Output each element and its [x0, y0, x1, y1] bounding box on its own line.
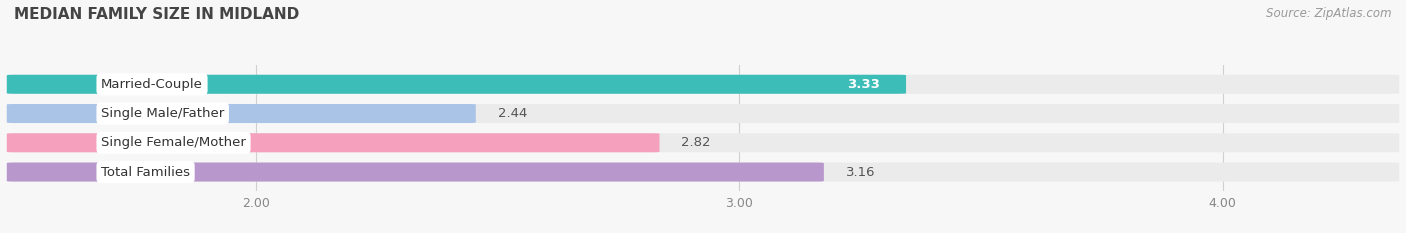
Text: Single Male/Father: Single Male/Father [101, 107, 225, 120]
FancyBboxPatch shape [7, 163, 824, 182]
FancyBboxPatch shape [7, 133, 1399, 152]
FancyBboxPatch shape [7, 104, 475, 123]
Text: MEDIAN FAMILY SIZE IN MIDLAND: MEDIAN FAMILY SIZE IN MIDLAND [14, 7, 299, 22]
FancyBboxPatch shape [7, 104, 1399, 123]
Text: 2.82: 2.82 [682, 136, 711, 149]
Text: Total Families: Total Families [101, 165, 190, 178]
Text: Married-Couple: Married-Couple [101, 78, 202, 91]
Text: 3.16: 3.16 [845, 165, 875, 178]
FancyBboxPatch shape [7, 75, 905, 94]
FancyBboxPatch shape [7, 133, 659, 152]
Text: Source: ZipAtlas.com: Source: ZipAtlas.com [1267, 7, 1392, 20]
Text: 2.44: 2.44 [498, 107, 527, 120]
Text: Single Female/Mother: Single Female/Mother [101, 136, 246, 149]
Text: 3.33: 3.33 [846, 78, 880, 91]
FancyBboxPatch shape [7, 75, 1399, 94]
FancyBboxPatch shape [7, 163, 1399, 182]
